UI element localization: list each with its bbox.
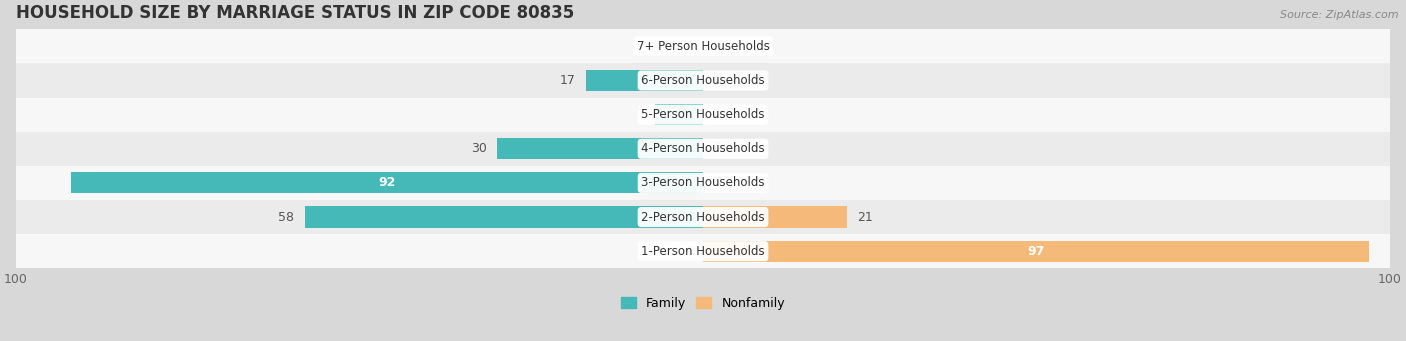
Text: 0: 0: [685, 40, 693, 53]
Text: 0: 0: [713, 74, 721, 87]
Bar: [15, 29, 1391, 63]
Text: Source: ZipAtlas.com: Source: ZipAtlas.com: [1281, 10, 1399, 20]
Legend: Family, Nonfamily: Family, Nonfamily: [616, 292, 790, 315]
Text: HOUSEHOLD SIZE BY MARRIAGE STATUS IN ZIP CODE 80835: HOUSEHOLD SIZE BY MARRIAGE STATUS IN ZIP…: [15, 4, 575, 22]
Text: 21: 21: [858, 210, 873, 224]
Text: 3-Person Households: 3-Person Households: [641, 176, 765, 189]
Text: 92: 92: [378, 176, 395, 189]
Text: 2-Person Households: 2-Person Households: [641, 210, 765, 224]
Text: 6-Person Households: 6-Person Households: [641, 74, 765, 87]
Text: 7+ Person Households: 7+ Person Households: [637, 40, 769, 53]
Text: 5-Person Households: 5-Person Households: [641, 108, 765, 121]
Bar: [15, 132, 1391, 166]
Bar: [15, 63, 1391, 98]
Text: 0: 0: [685, 245, 693, 258]
Text: 97: 97: [1028, 245, 1045, 258]
Text: 0: 0: [713, 40, 721, 53]
Text: 17: 17: [560, 74, 576, 87]
Bar: [496, 138, 703, 159]
Bar: [15, 166, 1391, 200]
Text: 7: 7: [637, 108, 644, 121]
Text: 30: 30: [471, 142, 486, 155]
Bar: [305, 206, 703, 228]
Text: 58: 58: [278, 210, 294, 224]
Bar: [655, 104, 703, 125]
Text: 4-Person Households: 4-Person Households: [641, 142, 765, 155]
Text: 0: 0: [713, 142, 721, 155]
Text: 0: 0: [713, 176, 721, 189]
Bar: [72, 172, 703, 193]
Text: 1-Person Households: 1-Person Households: [641, 245, 765, 258]
Bar: [586, 70, 703, 91]
Bar: [15, 98, 1391, 132]
Bar: [15, 234, 1391, 268]
Text: 0: 0: [713, 108, 721, 121]
Bar: [703, 206, 848, 228]
Bar: [703, 241, 1369, 262]
Bar: [15, 200, 1391, 234]
